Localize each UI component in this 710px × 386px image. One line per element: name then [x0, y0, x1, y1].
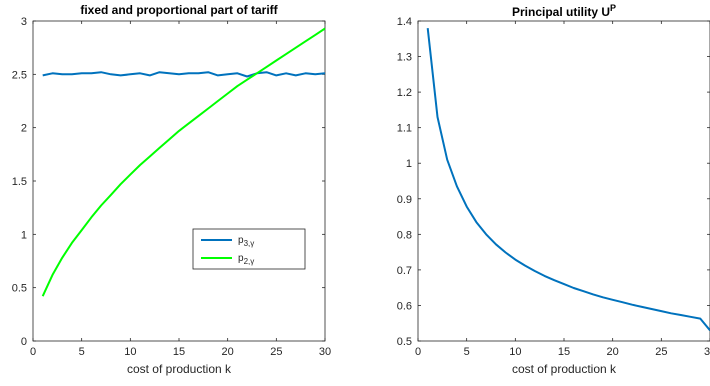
- left-chart-title: fixed and proportional part of tariff: [80, 3, 278, 17]
- x-tick-label: 10: [509, 346, 521, 358]
- legend: p3,γ p2,γ: [192, 228, 306, 270]
- legend-box: [192, 228, 306, 270]
- left-y-axis: 0 0.5 1 1.5 2 2.5 3: [12, 16, 325, 348]
- right-y-axis: 0.5 0.6 0.7 0.8 0.9 1 1.1 1.2 1.3 1.4: [397, 16, 710, 348]
- y-tick-label: 1: [21, 229, 27, 241]
- left-x-axis: 0 5 10 15 20 25 30: [30, 21, 331, 358]
- y-tick-label: 2.5: [12, 69, 27, 81]
- y-tick-label: 1.1: [397, 123, 412, 135]
- x-tick-label: 30: [704, 346, 710, 358]
- left-series-lines: [41, 27, 326, 297]
- y-tick-label: 1.4: [397, 16, 412, 28]
- x-tick-label: 25: [270, 346, 282, 358]
- y-tick-label: 2: [21, 123, 27, 135]
- right-chart-title: Principal utility UP: [512, 3, 616, 19]
- x-tick-label: 5: [79, 346, 85, 358]
- right-x-axis: 0 5 10 15 20 25 30: [415, 21, 710, 358]
- right-chart: 0.5 0.6 0.7 0.8 0.9 1 1.1 1.2 1.3 1.4 0 5 10 15 20 25 3…: [397, 3, 710, 376]
- x-tick-label: 5: [464, 346, 470, 358]
- y-tick-label: 0.8: [397, 229, 412, 241]
- x-tick-label: 0: [415, 346, 421, 358]
- left-chart: 0 0.5 1 1.5 2 2.5 3 0 5 10 15 20 25 30 fixed and pro…: [12, 3, 331, 376]
- y-tick-label: 0.5: [12, 283, 27, 295]
- left-x-axis-label: cost of production k: [127, 362, 232, 376]
- legend-entry-p3: p3,γ: [238, 235, 254, 248]
- y-tick-label: 0.5: [397, 336, 412, 348]
- y-tick-label: 1: [406, 158, 412, 170]
- y-tick-label: 0: [21, 336, 27, 348]
- right-x-axis-label: cost of production k: [512, 362, 617, 376]
- right-plot-frame: [417, 20, 710, 342]
- legend-entry-p2: p2,γ: [238, 253, 254, 266]
- x-tick-label: 30: [319, 346, 331, 358]
- x-tick-label: 20: [222, 346, 234, 358]
- y-tick-label: 0.9: [397, 194, 412, 206]
- y-tick-label: 1.3: [397, 52, 412, 64]
- series-line-1: [426, 27, 710, 331]
- x-tick-label: 25: [655, 346, 667, 358]
- right-series-lines: [426, 27, 710, 331]
- x-tick-label: 15: [558, 346, 570, 358]
- y-tick-label: 0.6: [397, 300, 412, 312]
- x-tick-label: 15: [173, 346, 185, 358]
- series-line-2: [41, 27, 326, 297]
- left-plot-frame: [32, 20, 326, 342]
- y-tick-label: 3: [21, 16, 27, 28]
- x-tick-label: 20: [607, 346, 619, 358]
- y-tick-label: 1.5: [12, 176, 27, 188]
- y-tick-label: 0.7: [397, 265, 412, 277]
- x-tick-label: 0: [30, 346, 36, 358]
- series-line-1: [42, 71, 326, 78]
- y-tick-label: 1.2: [397, 87, 412, 99]
- x-tick-label: 10: [124, 346, 136, 358]
